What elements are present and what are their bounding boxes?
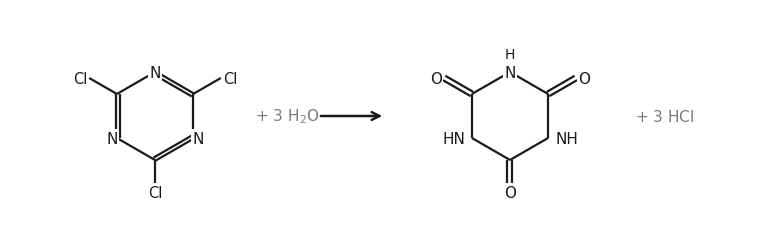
Text: Cl: Cl <box>73 71 87 86</box>
Text: N: N <box>192 131 204 146</box>
Text: Cl: Cl <box>148 185 162 200</box>
Text: O: O <box>430 71 442 86</box>
Text: N: N <box>149 65 161 80</box>
Text: N: N <box>106 131 118 146</box>
Text: N: N <box>504 65 516 80</box>
Text: Cl: Cl <box>223 71 237 86</box>
Text: $\mathregular{+\ 3\ H_2O}$: $\mathregular{+\ 3\ H_2O}$ <box>255 107 319 126</box>
Text: O: O <box>504 185 516 200</box>
Text: HN: HN <box>442 131 465 146</box>
Text: $\mathregular{+\ 3\ HCl}$: $\mathregular{+\ 3\ HCl}$ <box>635 109 694 124</box>
Text: O: O <box>578 71 590 86</box>
Text: NH: NH <box>555 131 578 146</box>
Text: H: H <box>504 48 515 62</box>
